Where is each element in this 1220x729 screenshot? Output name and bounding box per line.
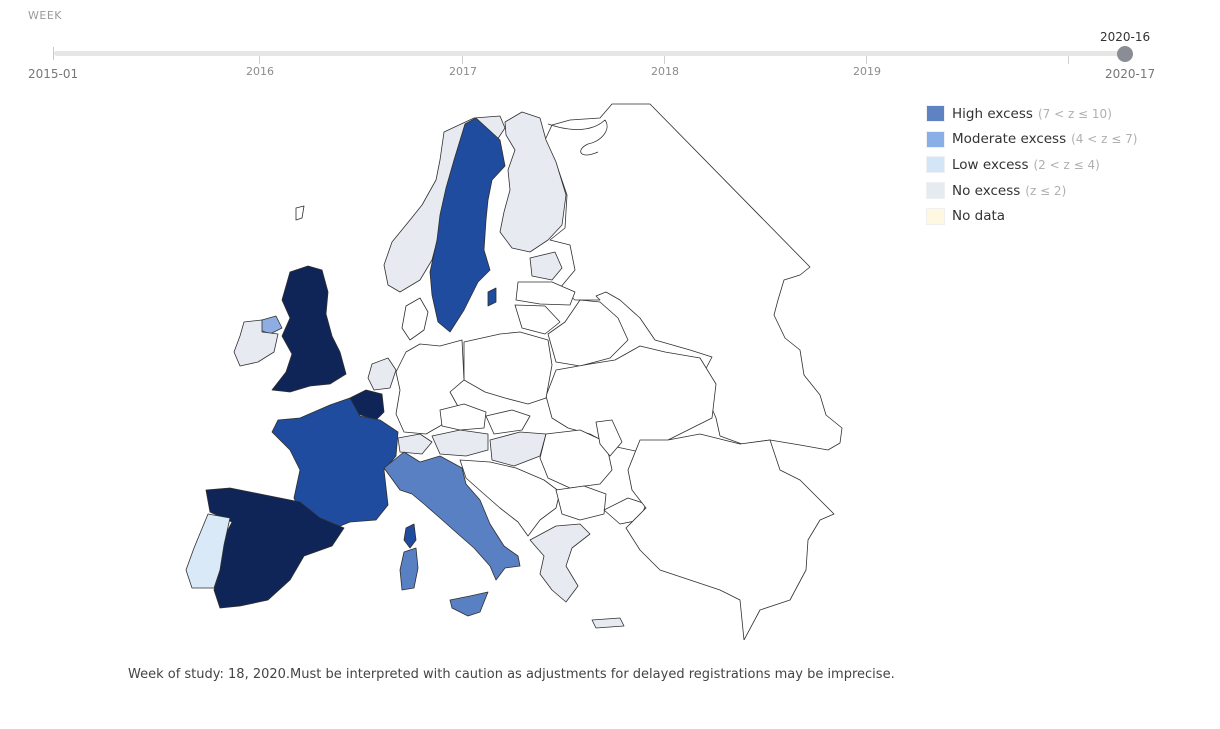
legend-item-low-excess[interactable]: Low excess (2 < z ≤ 4) bbox=[926, 152, 1137, 178]
map-region-greece[interactable] bbox=[529, 523, 591, 603]
legend-range: (4 < z ≤ 7) bbox=[1071, 132, 1138, 147]
slider-tick bbox=[462, 56, 463, 64]
slider-tick bbox=[259, 56, 260, 64]
legend-range: (2 < z ≤ 4) bbox=[1033, 157, 1100, 172]
map-region-portugal[interactable] bbox=[185, 513, 231, 589]
map-region-denmark[interactable] bbox=[401, 297, 429, 341]
map-region-balkans[interactable] bbox=[459, 459, 561, 537]
slider-tick bbox=[866, 56, 867, 64]
map-region-ukraine[interactable] bbox=[545, 345, 717, 453]
europe-map bbox=[185, 103, 843, 640]
map-region-latvia[interactable] bbox=[515, 281, 576, 306]
map-region-netherlands[interactable] bbox=[367, 357, 397, 391]
map-region-gotland[interactable] bbox=[487, 287, 497, 307]
map-region-crete[interactable] bbox=[591, 617, 625, 629]
map-region-ireland[interactable] bbox=[233, 319, 279, 367]
map-region-hungary[interactable] bbox=[489, 431, 547, 467]
map-region-corsica[interactable] bbox=[403, 523, 417, 549]
map-region-anatolia[interactable] bbox=[625, 433, 835, 640]
map-region-great-britain[interactable] bbox=[271, 265, 347, 393]
legend-label: High excess bbox=[952, 105, 1033, 122]
legend-swatch bbox=[926, 207, 945, 225]
map-region-bulgaria[interactable] bbox=[555, 485, 607, 521]
legend-item-no-data[interactable]: No data bbox=[926, 203, 1137, 229]
map-region-finland[interactable] bbox=[499, 111, 567, 253]
map-region-sweden[interactable] bbox=[429, 117, 506, 333]
map-region-russia[interactable] bbox=[544, 103, 843, 451]
slider-title: WEEK bbox=[28, 9, 62, 22]
slider-tick bbox=[664, 56, 665, 64]
map-region-sicily[interactable] bbox=[449, 591, 489, 617]
legend-swatch bbox=[926, 130, 945, 148]
map-region-france[interactable] bbox=[271, 397, 399, 531]
map-region-slovakia[interactable] bbox=[485, 409, 531, 435]
legend-range: (7 < z ≤ 10) bbox=[1037, 106, 1112, 121]
slider-tick bbox=[1068, 56, 1069, 64]
legend-item-high-excess[interactable]: High excess (7 < z ≤ 10) bbox=[926, 101, 1137, 127]
map-region-iceland[interactable] bbox=[295, 205, 305, 221]
map-region-sardinia[interactable] bbox=[399, 547, 419, 591]
slider-year-label: 2018 bbox=[651, 65, 679, 78]
map-region-austria[interactable] bbox=[431, 429, 489, 457]
map-legend: High excess (7 < z ≤ 10) Moderate excess… bbox=[926, 101, 1137, 229]
legend-swatch bbox=[926, 182, 945, 200]
legend-item-no-excess[interactable]: No excess (z ≤ 2) bbox=[926, 178, 1137, 204]
footnote: Week of study: 18, 2020.Must be interpre… bbox=[128, 667, 895, 682]
map-region-poland[interactable] bbox=[463, 331, 553, 405]
legend-label: Moderate excess bbox=[952, 131, 1067, 148]
map-region-estonia[interactable] bbox=[529, 251, 563, 281]
slider-current-week: 2020-16 bbox=[1100, 30, 1151, 44]
week-slider-track[interactable] bbox=[54, 51, 1126, 56]
legend-label: Low excess bbox=[952, 156, 1029, 173]
map-region-romania[interactable] bbox=[539, 429, 613, 489]
legend-range: (z ≤ 2) bbox=[1025, 183, 1067, 198]
map-region-norway[interactable] bbox=[383, 115, 506, 293]
map-region-switzerland[interactable] bbox=[397, 433, 433, 455]
slider-year-label: 2017 bbox=[449, 65, 477, 78]
map-region-belarus[interactable] bbox=[547, 299, 629, 367]
map-region-czechia[interactable] bbox=[439, 403, 487, 431]
map-region-moldova[interactable] bbox=[595, 419, 623, 457]
slider-start-cap bbox=[53, 47, 54, 60]
legend-label: No excess bbox=[952, 182, 1021, 199]
legend-swatch bbox=[926, 156, 945, 174]
slider-end-label: 2020-17 bbox=[1105, 67, 1156, 81]
legend-label: No data bbox=[952, 208, 1006, 225]
slider-year-label: 2019 bbox=[853, 65, 881, 78]
map-region-northern-ireland[interactable] bbox=[259, 315, 283, 335]
map-region-lithuania[interactable] bbox=[514, 304, 561, 335]
legend-item-moderate-excess[interactable]: Moderate excess (4 < z ≤ 7) bbox=[926, 127, 1137, 153]
map-region-italy[interactable] bbox=[383, 451, 521, 581]
slider-start-label: 2015-01 bbox=[28, 67, 79, 81]
slider-year-label: 2016 bbox=[246, 65, 274, 78]
legend-swatch bbox=[926, 105, 945, 123]
map-region-kola-coast bbox=[547, 119, 608, 156]
week-slider-handle[interactable] bbox=[1117, 46, 1133, 62]
